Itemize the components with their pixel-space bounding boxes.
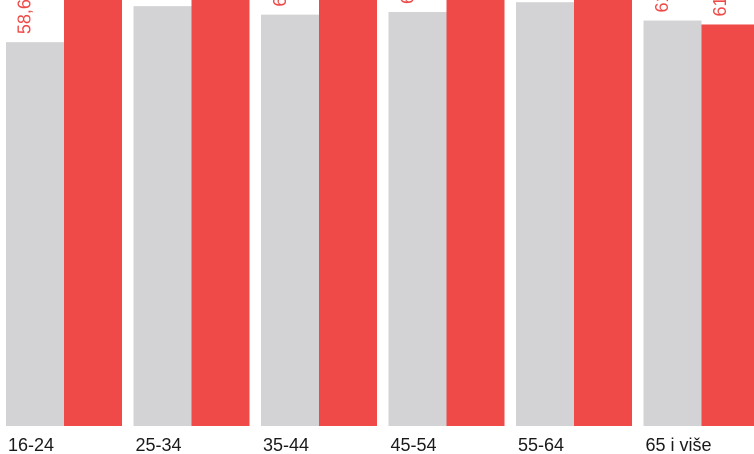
x-tick-label-5: 65 i više (646, 435, 712, 454)
bar-red-1 (191, 0, 250, 427)
data-label-grey-0: 58,6% (15, 0, 35, 34)
bar-grey-4 (516, 2, 574, 427)
x-tick-label-0: 16-24 (8, 435, 54, 454)
x-tick-label-2: 35-44 (263, 435, 309, 454)
bar-grey-1 (133, 6, 192, 427)
bar-red-4 (574, 0, 632, 427)
bar-red-2 (319, 0, 377, 427)
x-tick-label-1: 25-34 (136, 435, 182, 454)
bar-grey-3 (388, 12, 447, 426)
data-label-grey-2: 62,8% (270, 0, 290, 7)
data-label-grey-5: 61,9% (652, 0, 672, 13)
data-label-grey-3: 63,2% (397, 0, 417, 4)
bar-red-3 (446, 0, 505, 427)
x-tick-label-4: 55-64 (518, 435, 564, 454)
x-tick-label-3: 45-54 (391, 435, 437, 454)
bar-grey-0 (6, 42, 64, 427)
bar-grey-2 (261, 14, 319, 426)
bar-red-5 (701, 24, 754, 427)
data-label-red-5: 61,3% (710, 0, 730, 16)
bar-red-0 (64, 0, 122, 427)
bar-grey-5 (643, 20, 702, 427)
